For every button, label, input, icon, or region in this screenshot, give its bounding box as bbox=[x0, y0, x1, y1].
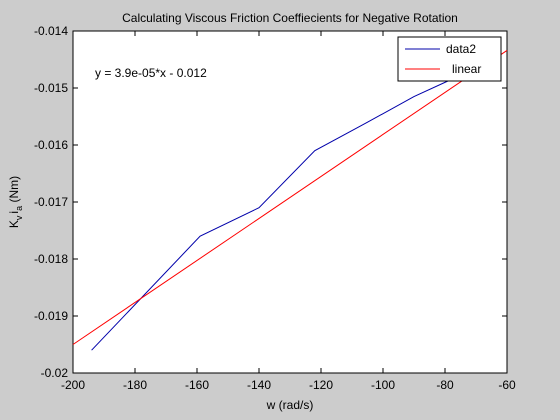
y-tick-label: -0.016 bbox=[34, 138, 68, 152]
y-axis-ticks: -0.02 -0.019 -0.018 -0.017 -0.016 -0.015 -0.01… bbox=[34, 24, 507, 380]
x-axis-ticks: -200 -180 -160 -140 -120 -100 -80 -60 bbox=[61, 31, 516, 392]
chart-title: Calculating Viscous Friction Coeffiecien… bbox=[122, 11, 458, 25]
x-axis-label: w (rad/s) bbox=[266, 398, 314, 412]
x-tick-label: -100 bbox=[371, 378, 395, 392]
y-axis-label-unit: (Nm) bbox=[7, 176, 21, 206]
series-line-linear bbox=[72, 49, 508, 345]
x-tick-label: -200 bbox=[61, 378, 85, 392]
x-tick-label: -180 bbox=[123, 378, 147, 392]
y-tick-label: -0.014 bbox=[34, 24, 68, 38]
y-tick-label: -0.017 bbox=[34, 195, 68, 209]
y-axis-label: Kvia (Nm) bbox=[7, 176, 24, 228]
y-axis-label-k: K bbox=[7, 220, 21, 228]
y-axis-label-i: i bbox=[7, 211, 21, 214]
x-tick-label: -60 bbox=[498, 378, 516, 392]
x-tick-label: -120 bbox=[309, 378, 333, 392]
fit-equation-annotation: y = 3.9e-05*x - 0.012 bbox=[95, 66, 207, 80]
legend-label-linear: linear bbox=[452, 62, 481, 76]
y-axis-label-i-sub: a bbox=[14, 206, 24, 211]
legend: data2 linear bbox=[397, 36, 502, 82]
y-tick-label: -0.02 bbox=[41, 366, 69, 380]
legend-box bbox=[397, 36, 502, 82]
x-tick-label: -80 bbox=[436, 378, 454, 392]
y-tick-label: -0.019 bbox=[34, 309, 68, 323]
x-tick-label: -160 bbox=[185, 378, 209, 392]
y-tick-label: -0.015 bbox=[34, 81, 68, 95]
series-line-data2 bbox=[91, 79, 452, 351]
legend-label-data2: data2 bbox=[446, 42, 476, 56]
plot-area bbox=[72, 30, 508, 374]
y-axis-label-k-sub: v bbox=[14, 215, 24, 220]
y-tick-label: -0.018 bbox=[34, 252, 68, 266]
series-layer bbox=[72, 49, 508, 351]
x-tick-label: -140 bbox=[247, 378, 271, 392]
